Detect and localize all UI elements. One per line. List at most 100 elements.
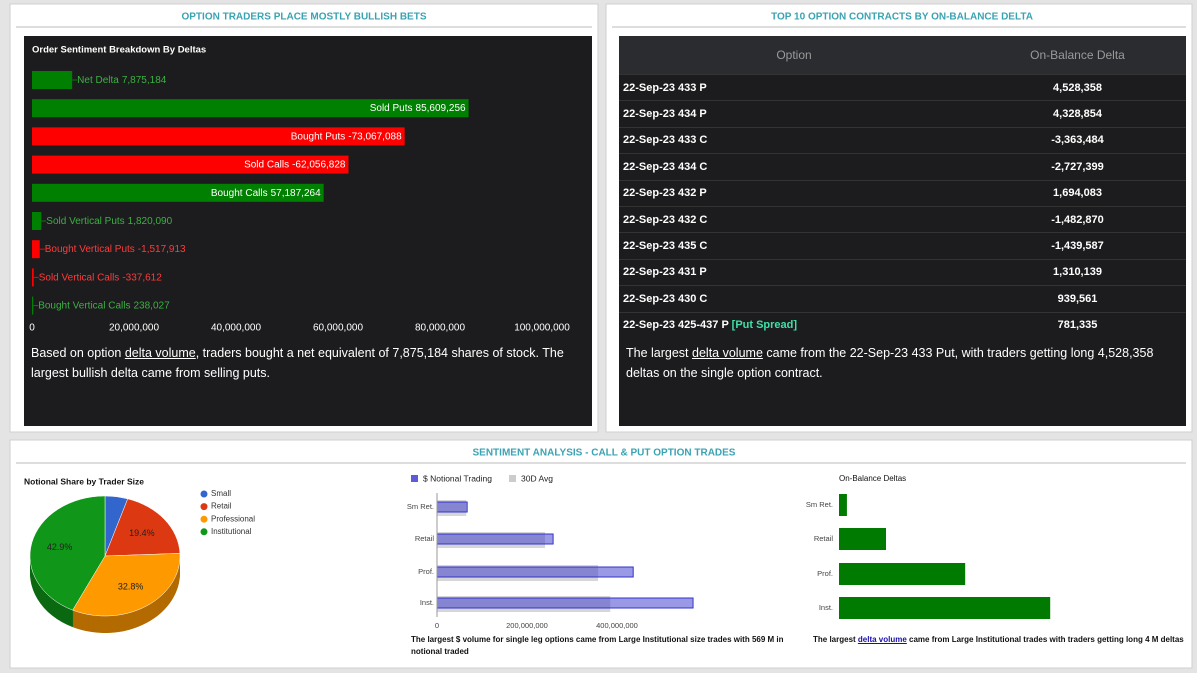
link[interactable]: delta volume	[692, 346, 763, 360]
value-label: 19.4%	[129, 528, 155, 538]
text: Based on option	[31, 346, 125, 360]
option: 22-Sep-23 435 C	[623, 240, 708, 253]
option-cell: 22-Sep-23 433 P	[619, 73, 969, 101]
option-cell: 22-Sep-23 430 C	[619, 285, 969, 313]
bar	[32, 240, 40, 259]
legend-swatch	[509, 475, 516, 482]
legend-label: 30D Avg	[521, 473, 553, 483]
chart-note: The largest delta volume came from Large…	[813, 634, 1185, 646]
legend-swatch	[200, 528, 208, 536]
category-label: Bought Vertical Calls	[38, 300, 130, 311]
value-label: -73,067,088	[348, 131, 402, 142]
table: Option On-Balance Delta 22-Sep-23 433 P 4,…	[619, 36, 1186, 338]
category-label: Sold Calls	[244, 159, 289, 170]
table-row: 22-Sep-23 433 C -3,363,484	[619, 126, 1186, 154]
option-cell: 22-Sep-23 434 P	[619, 100, 969, 128]
header-cell: On-Balance Delta	[969, 36, 1186, 75]
delta-cell: 939,561	[969, 285, 1186, 313]
delta-cell: -1,482,870	[969, 205, 1186, 233]
option: 22-Sep-23 432 C	[623, 213, 708, 226]
value-label: 238,027	[133, 300, 170, 311]
table-row: 22-Sep-23 434 P 4,328,854	[619, 100, 1186, 128]
bar	[32, 71, 73, 89]
summary-text: The largest delta volume came from the 2…	[626, 343, 1171, 383]
delta-cell: -2,727,399	[969, 153, 1186, 181]
value-label: 32.8%	[118, 581, 144, 591]
delta-cell: 1,694,083	[969, 179, 1186, 207]
link[interactable]: delta volume	[857, 635, 907, 644]
value-label: 1,820,090	[128, 216, 173, 227]
category-label: Bought Puts	[291, 131, 345, 142]
bar-label: Bought Puts -73,067,088	[291, 131, 402, 142]
table-row: 22-Sep-23 425-437 P [Put Spread] 781,335	[619, 311, 1186, 338]
chart-title: On-Balance Deltas	[839, 474, 906, 483]
pie-slice	[29, 495, 106, 611]
panel-title: TOP 10 OPTION CONTRACTS BY ON-BALANCE DE…	[771, 12, 1033, 23]
bar	[32, 155, 349, 174]
option: 22-Sep-23 434 P	[623, 108, 707, 121]
delta-cell: -1,439,587	[969, 232, 1186, 260]
table-row: 22-Sep-23 435 C -1,439,587	[619, 232, 1186, 260]
pie-slice	[72, 553, 181, 617]
legend-label: $ Notional Trading	[423, 473, 492, 483]
y-tick-label: Inst.	[420, 598, 434, 607]
pie-slice	[104, 498, 181, 557]
bar	[839, 563, 966, 585]
table-row: 22-Sep-23 431 P 1,310,139	[619, 258, 1186, 286]
x-tick-label: 0	[435, 621, 439, 630]
option-cell: 22-Sep-23 435 C	[619, 232, 969, 260]
value-label: 42.9%	[47, 542, 73, 552]
delta-cell: -3,363,484	[969, 126, 1186, 154]
x-tick-label: 20,000,000	[109, 323, 159, 334]
bar	[32, 127, 405, 146]
bar-label: Sold Puts 85,609,256	[370, 103, 466, 114]
category-label: Sold Vertical Puts	[46, 216, 124, 227]
bar	[32, 212, 42, 230]
value-label: 7,875,184	[122, 75, 167, 86]
panel-title: OPTION TRADERS PLACE MOSTLY BULLISH BETS	[181, 12, 426, 23]
text: The largest	[813, 635, 858, 644]
bar	[32, 296, 34, 315]
chart-note: The largest $ volume for single leg opti…	[411, 634, 803, 658]
category-label: Net Delta	[77, 75, 119, 86]
value-label: -62,056,828	[292, 159, 346, 170]
x-tick-label: 60,000,000	[313, 323, 363, 334]
y-tick-label: Prof.	[418, 567, 434, 576]
bar	[839, 528, 886, 550]
category-label: Sold Vertical Calls	[39, 272, 120, 283]
link[interactable]: delta volume	[124, 346, 196, 360]
option-cell: 22-Sep-23 425-437 P [Put Spread]	[619, 311, 969, 338]
bar-label: Bought Vertical Puts -1,517,913	[45, 244, 186, 255]
table-row: 22-Sep-23 432 C -1,482,870	[619, 205, 1186, 233]
x-tick-label: 40,000,000	[211, 323, 261, 334]
legend-label: Retail	[211, 502, 232, 511]
option: 22-Sep-23 425-437 P	[623, 319, 729, 332]
bar-label: Sold Calls -62,056,828	[244, 159, 346, 170]
legend-label: Small	[211, 489, 231, 498]
option: 22-Sep-23 432 P	[623, 187, 707, 200]
option-cell: 22-Sep-23 434 C	[619, 153, 969, 181]
delta-cell: 4,528,358	[969, 73, 1186, 101]
value-label: -1,517,913	[138, 244, 186, 255]
category-label: Bought Vertical Puts	[45, 244, 135, 255]
table-row: 22-Sep-23 434 C -2,727,399	[619, 153, 1186, 181]
legend-swatch	[200, 503, 208, 511]
bar-label: Net Delta 7,875,184	[77, 75, 167, 86]
y-tick-label: Sm Ret.	[806, 500, 833, 509]
legend-label: Institutional	[211, 527, 252, 536]
bar-label: Sold Vertical Puts 1,820,090	[46, 216, 172, 227]
y-tick-label: Retail	[415, 534, 435, 543]
bar	[32, 183, 324, 202]
text: The largest	[626, 346, 693, 360]
option: 22-Sep-23 433 P	[623, 81, 707, 94]
bar-label: Bought Calls 57,187,264	[211, 187, 321, 198]
category-label: Sold Puts	[370, 103, 413, 114]
summary-text: Based on option delta volume, traders bo…	[31, 343, 587, 383]
x-tick-label: 400,000,000	[596, 621, 638, 630]
legend-swatch	[411, 475, 418, 482]
panel-title: SENTIMENT ANALYSIS - CALL & PUT OPTION T…	[473, 448, 736, 459]
table-row: 22-Sep-23 430 C 939,561	[619, 285, 1186, 313]
category-label: Bought Calls	[211, 187, 268, 198]
bar	[839, 494, 847, 516]
